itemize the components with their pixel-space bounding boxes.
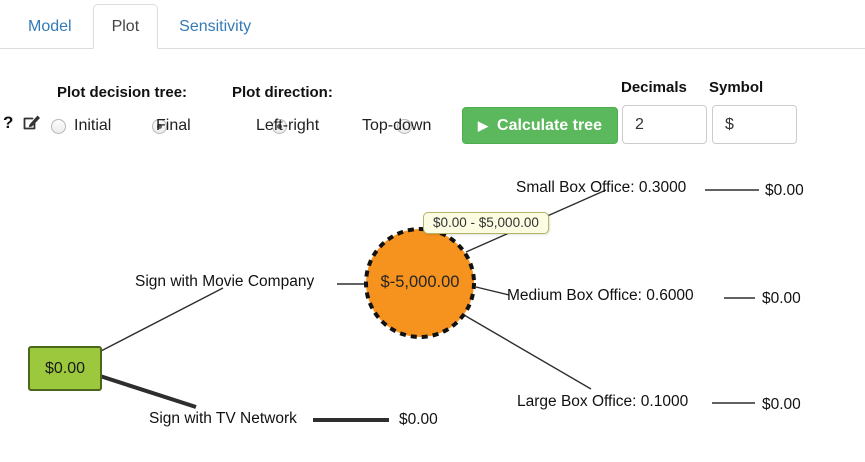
- edge-chance-to-large: [463, 314, 592, 390]
- edge-root-to-movie: [100, 287, 224, 352]
- tab-bar: Model Plot Sensitivity: [0, 0, 865, 49]
- radio-initial-label[interactable]: Initial: [74, 117, 112, 134]
- tab-sensitivity[interactable]: Sensitivity: [160, 4, 270, 49]
- radio-final[interactable]: [152, 119, 168, 134]
- radio-initial[interactable]: [51, 119, 66, 134]
- decimals-input[interactable]: [622, 105, 707, 144]
- radio-left-right-label[interactable]: Left-right: [256, 117, 320, 134]
- symbol-label: Symbol: [709, 79, 764, 96]
- edit-icon[interactable]: [21, 112, 41, 132]
- tab-plot-label[interactable]: Plot: [92, 3, 159, 49]
- branch-label-medium: Medium Box Office: 0.6000: [507, 287, 694, 304]
- decision-node-value: $0.00: [44, 359, 86, 377]
- payoff-tv: $0.00: [399, 411, 438, 428]
- chance-node-value: $-5,000.00: [380, 273, 460, 291]
- tab-plot[interactable]: Plot: [92, 3, 159, 49]
- payoff-large: $0.00: [762, 396, 801, 413]
- branch-label-large: Large Box Office: 0.1000: [517, 393, 689, 410]
- calculate-tree-button-label: Calculate tree: [497, 116, 602, 134]
- edge-chance-to-medium: [475, 286, 510, 296]
- tab-model-label[interactable]: Model: [28, 17, 72, 35]
- radio-top-down[interactable]: [397, 119, 413, 134]
- calculate-tree-button[interactable]: ▶ Calculate tree: [462, 107, 618, 144]
- payoff-small: $0.00: [765, 182, 804, 199]
- branch-label-tv: Sign with TV Network: [149, 410, 297, 427]
- tab-sensitivity-label[interactable]: Sensitivity: [179, 17, 252, 35]
- chance-node-tooltip: $0.00 - $5,000.00: [423, 212, 549, 234]
- help-icon[interactable]: ?: [3, 113, 14, 132]
- edge-root-to-tv: [99, 374, 197, 409]
- decimals-label: Decimals: [621, 79, 687, 96]
- plot-direction-label: Plot direction:: [232, 84, 333, 101]
- plot-decision-tree-label: Plot decision tree:: [57, 84, 188, 101]
- branch-label-small: Small Box Office: 0.3000: [516, 179, 687, 196]
- play-icon: ▶: [478, 118, 489, 133]
- radio-final-label[interactable]: Final: [156, 117, 191, 134]
- radio-top-down-label[interactable]: Top-down: [362, 117, 432, 134]
- chance-node[interactable]: [364, 227, 476, 339]
- decision-node[interactable]: [28, 346, 102, 391]
- symbol-input[interactable]: [712, 105, 797, 144]
- radio-left-right[interactable]: [271, 119, 287, 134]
- payoff-medium: $0.00: [762, 290, 801, 307]
- branch-label-movie: Sign with Movie Company: [135, 273, 315, 290]
- tab-model[interactable]: Model: [9, 4, 91, 49]
